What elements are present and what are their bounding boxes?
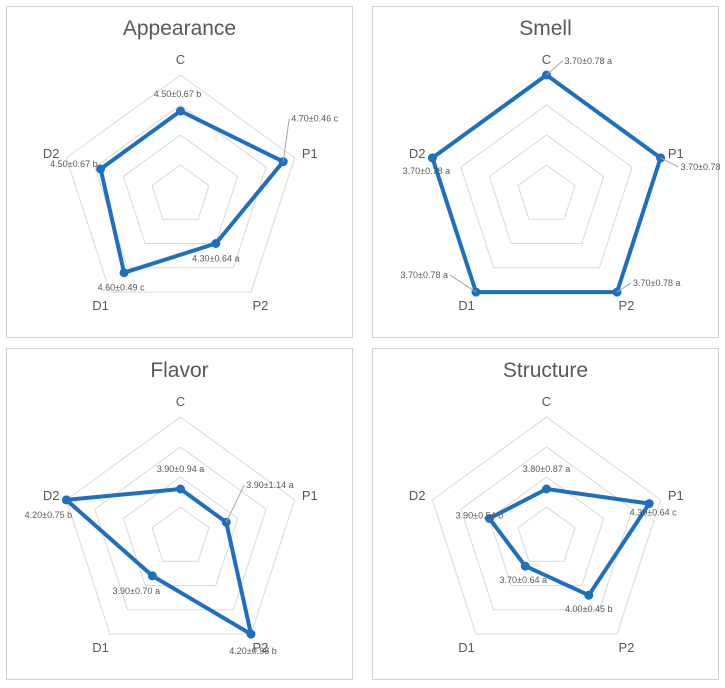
leader-line: [225, 484, 245, 523]
leader-line: [546, 60, 563, 76]
data-point-d1: [119, 268, 129, 278]
axis-label-c: C: [176, 52, 185, 67]
axis-label-c: C: [542, 52, 551, 67]
axis-label-p2: P2: [618, 640, 634, 655]
axis-label-p2: P2: [252, 640, 268, 655]
structure-chart-panel: Structure C P1 P2 D1 D2 3.80±0.87 a 4.30±0.64 …: [372, 348, 719, 680]
data-point-p1: [644, 499, 654, 509]
data-point-d2: [484, 514, 494, 523]
data-label-p1: 3.90±1.14 a: [246, 480, 293, 490]
data-label-p2: 4.20±0.98 b: [229, 646, 276, 656]
data-label-p2: 4.00±0.45 b: [565, 604, 612, 614]
data-point-d2: [427, 153, 437, 163]
axis-label-d1: D1: [92, 640, 109, 655]
data-point-d2: [96, 164, 106, 174]
grid-ring: [517, 506, 576, 562]
axis-label-p1: P1: [302, 146, 318, 161]
leader-line: [616, 282, 632, 293]
grid-ring: [122, 134, 239, 244]
grid-ring: [460, 104, 633, 269]
data-point-d1: [147, 571, 157, 581]
grid-ring: [151, 506, 210, 562]
data-point-c: [542, 484, 551, 494]
data-label-d1: 3.70±0.78 a: [401, 270, 448, 280]
flavor-radar: C P1 P2 D1 D2 3.90±0.94 a 3.90±1.14 a 4.20±0.98…: [25, 394, 318, 656]
data-label-d2: 3.90±0.54 b: [456, 511, 503, 521]
data-point-p2: [211, 239, 221, 248]
data-point-p1: [656, 153, 666, 163]
axis-label-d2: D2: [409, 488, 426, 503]
leader-line: [282, 118, 290, 162]
axis-label-c: C: [542, 394, 551, 409]
grid-ring: [431, 416, 662, 635]
data-point-p2: [584, 590, 594, 600]
leader-line: [660, 157, 679, 168]
flavor-chart-panel: Flavor C P1 P2 D1 D2 3.90±0.94 a 3.90±1.14 a 4.…: [6, 348, 353, 680]
data-point-d2: [61, 495, 71, 505]
grid-ring: [488, 134, 605, 244]
data-label-d1: 3.70±0.64 a: [500, 575, 547, 585]
chart-title: Flavor: [150, 359, 209, 382]
data-label-c: 3.80±0.87 a: [523, 464, 570, 474]
axis-label-p1: P1: [668, 146, 684, 161]
appearance-chart-panel: Appearance C P1 P2 D1 D2 4.50±0.67 b 4.70±0.46…: [6, 6, 353, 338]
grid-ring: [122, 476, 239, 586]
axis-label-d1: D1: [458, 298, 475, 313]
data-label-d1: 4.60±0.49 c: [98, 283, 145, 293]
data-label-d2: 3.70±0.78 a: [403, 166, 450, 176]
grid-ring: [94, 104, 267, 269]
data-label-p1: 4.70±0.46 c: [291, 114, 338, 124]
data-point-p1: [221, 517, 231, 527]
series-line: [487, 487, 652, 598]
axis-label-c: C: [176, 394, 185, 409]
data-label-p2: 4.30±0.64 a: [192, 254, 239, 264]
series-line: [64, 487, 253, 637]
data-label-d2: 4.50±0.67 b: [50, 159, 97, 169]
structure-radar: C P1 P2 D1 D2 3.80±0.87 a 4.30±0.64 c 4.00±0.45…: [409, 394, 684, 655]
axis-label-p2: P2: [252, 298, 268, 313]
data-label-c: 4.50±0.67 b: [154, 89, 201, 99]
data-label-d2: 4.20±0.75 b: [25, 510, 72, 520]
axis-label-p1: P1: [302, 488, 318, 503]
axis-label-p2: P2: [618, 298, 634, 313]
data-point-d1: [520, 561, 530, 571]
axis-label-d1: D1: [458, 640, 475, 655]
grid-ring: [65, 74, 296, 293]
axis-label-d1: D1: [92, 298, 109, 313]
data-label-p1: 4.30±0.64 c: [630, 508, 677, 518]
leader-line: [449, 274, 477, 293]
data-point-p2: [246, 629, 256, 639]
axis-label-p1: P1: [668, 488, 684, 503]
grid-ring: [517, 164, 576, 220]
smell-radar: C P1 P2 D1 D2 3.70±0.78 a 3.70±0.78 a 3.70±0.78…: [401, 52, 720, 313]
chart-title: Smell: [519, 17, 572, 40]
chart-title: Structure: [502, 359, 589, 382]
smell-chart-panel: Smell C P1 P2 D1 D2 3.70±0.78 a 3.70±0.78 a 3.7…: [372, 6, 720, 338]
data-point-c: [176, 106, 185, 116]
grid-ring: [151, 164, 210, 220]
data-label-c: 3.90±0.94 a: [157, 464, 204, 474]
data-label-d1: 3.90±0.70 a: [113, 586, 160, 596]
data-label-p1: 3.70±0.78 a: [681, 162, 720, 172]
series-line: [430, 73, 663, 295]
data-label-c: 3.70±0.78 a: [565, 56, 612, 66]
axis-label-d2: D2: [43, 146, 60, 161]
data-point-c: [176, 484, 185, 494]
grid-ring: [94, 446, 267, 611]
chart-title: Appearance: [122, 17, 237, 40]
axis-label-d2: D2: [43, 488, 60, 503]
axis-label-d2: D2: [409, 146, 426, 161]
data-label-p2: 3.70±0.78 a: [633, 278, 680, 288]
grid-ring: [65, 416, 296, 635]
series-line: [98, 109, 286, 275]
